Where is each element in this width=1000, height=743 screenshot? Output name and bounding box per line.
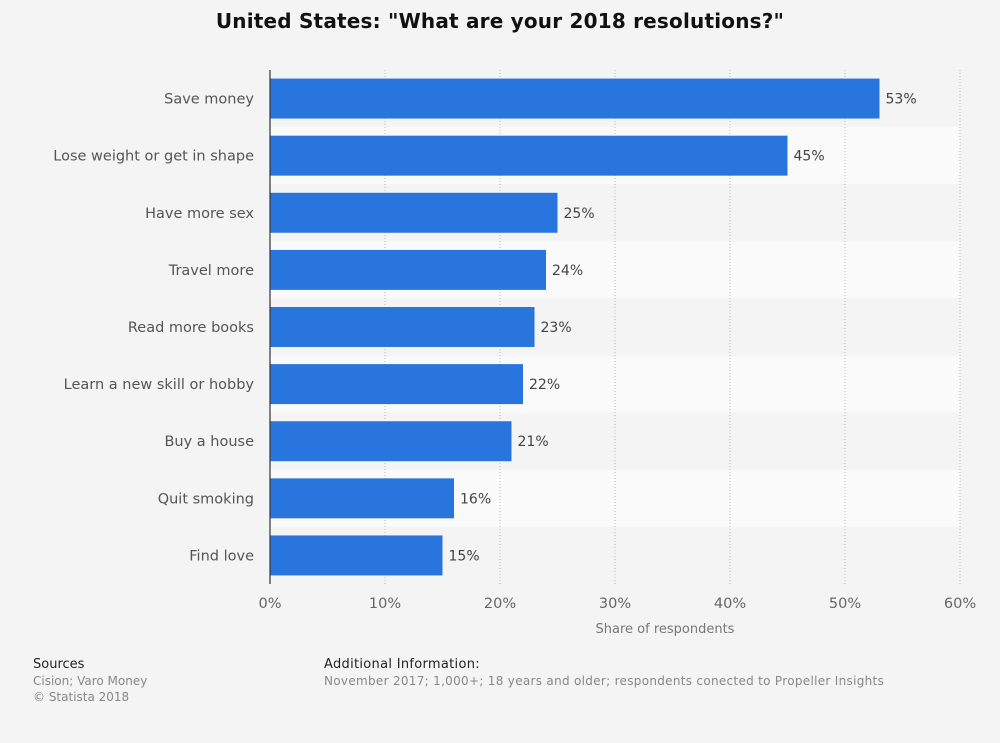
data-label: 15% <box>449 548 480 564</box>
bar[interactable] <box>270 364 523 405</box>
x-axis-title: Share of respondents <box>596 622 735 637</box>
bar[interactable] <box>270 192 558 233</box>
category-label: Travel more <box>168 263 254 279</box>
additional-info-block: Additional Information: November 2017; 1… <box>324 657 884 689</box>
category-label: Learn a new skill or hobby <box>64 377 255 393</box>
category-label: Have more sex <box>145 206 254 222</box>
category-label: Lose weight or get in shape <box>53 149 254 165</box>
bar[interactable] <box>270 478 454 519</box>
sources-block: Sources Cision; Varo Money © Statista 20… <box>33 657 147 705</box>
additional-info-text: November 2017; 1,000+; 18 years and olde… <box>324 674 885 688</box>
category-label: Read more books <box>128 320 254 336</box>
x-tick-label: 30% <box>599 596 631 612</box>
bar[interactable] <box>270 78 880 119</box>
sources-text[interactable]: Cision; Varo Money <box>33 674 148 688</box>
category-label: Buy a house <box>164 434 254 450</box>
data-label: 25% <box>564 206 595 222</box>
bar-chart: 0% 10% 20% 30% 40% 50% 60% Save money 53% Lose we… <box>53 70 976 637</box>
x-tick-label: 0% <box>258 596 281 612</box>
bar[interactable] <box>270 421 512 462</box>
category-label: Quit smoking <box>158 491 254 507</box>
bar[interactable] <box>270 135 788 176</box>
data-label: 22% <box>529 377 560 393</box>
bar[interactable] <box>270 535 443 576</box>
x-tick-label: 60% <box>944 596 976 612</box>
additional-info-heading: Additional Information: <box>324 657 480 672</box>
chart-title: United States: "What are your 2018 resol… <box>215 9 785 33</box>
category-label: Find love <box>189 548 254 564</box>
data-label: 16% <box>460 491 491 507</box>
x-tick-label: 10% <box>369 596 401 612</box>
x-tick-label: 40% <box>714 596 746 612</box>
data-label: 45% <box>794 149 825 165</box>
x-tick-label: 50% <box>829 596 861 612</box>
bar[interactable] <box>270 307 535 347</box>
copyright-text: © Statista 2018 <box>33 690 130 704</box>
sources-heading: Sources <box>33 657 85 672</box>
bar[interactable] <box>270 249 546 290</box>
category-label: Save money <box>164 92 254 108</box>
data-label: 24% <box>552 263 583 279</box>
data-label: 21% <box>518 434 549 450</box>
data-label: 23% <box>541 320 572 336</box>
x-tick-label: 20% <box>484 596 516 612</box>
data-label: 53% <box>886 92 917 108</box>
